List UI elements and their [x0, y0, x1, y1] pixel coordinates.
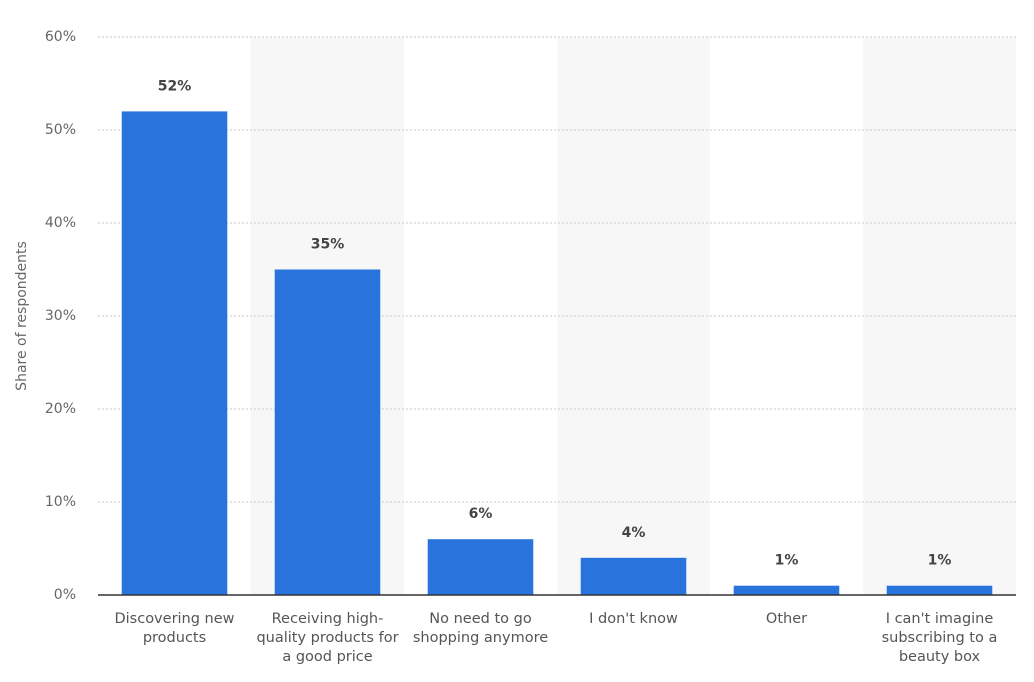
bar: [886, 585, 993, 595]
y-axis-title: Share of respondents: [14, 241, 30, 391]
value-label: 52%: [158, 78, 192, 94]
y-tick-label: 20%: [45, 401, 76, 417]
x-tick-label: I can't imagine subscribing to a beauty …: [881, 611, 998, 665]
value-label: 6%: [469, 506, 493, 522]
value-label: 1%: [775, 553, 799, 569]
value-label: 1%: [928, 553, 952, 569]
value-label: 4%: [622, 525, 646, 541]
bar: [733, 585, 840, 595]
y-tick-label: 30%: [45, 308, 76, 324]
x-tick-label: Discovering new products: [114, 611, 235, 646]
bar: [274, 269, 381, 595]
y-tick-label: 60%: [45, 29, 76, 45]
value-label: 35%: [311, 237, 345, 253]
x-tick-label: No need to go shopping anymore: [412, 611, 549, 646]
y-tick-label: 50%: [45, 122, 76, 138]
y-tick-label: 40%: [45, 215, 76, 231]
bar: [580, 557, 687, 595]
y-tick-label: 0%: [54, 587, 76, 603]
x-tick-label: Other: [765, 611, 808, 627]
bar: [427, 539, 534, 595]
x-tick-label: Receiving high-quality products for a go…: [256, 611, 399, 665]
x-tick-label: I don't know: [589, 611, 678, 627]
bar: [121, 111, 228, 596]
y-tick-label: 10%: [45, 494, 76, 510]
